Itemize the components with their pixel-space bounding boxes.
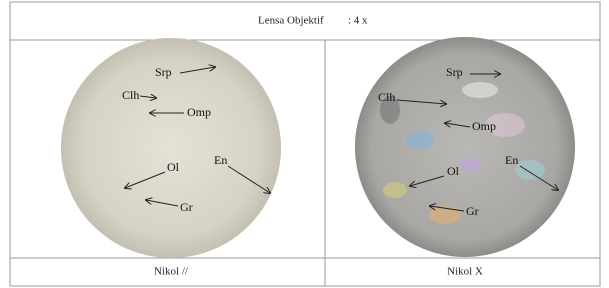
mineral-label: Gr [466,204,479,218]
mineral-label: Ol [447,164,460,178]
mineral-label: Srp [446,65,463,79]
figure-table: Lensa Objektif : 4 x Srp Clh Omp Ol En G… [0,0,609,288]
mineral-label: Gr [180,200,193,214]
caption: Nikol X [447,266,483,278]
mineral-label: Clh [378,90,395,104]
micrograph-xpl [355,37,575,257]
mineral-label: Ol [167,160,180,174]
mineral-label: Omp [187,105,211,119]
mineral-label: Omp [472,119,496,133]
mineral-label: Clh [122,88,139,102]
header-magnification: : 4 x [348,15,368,27]
caption: Nikol // [154,266,189,278]
mineral-label: Srp [155,65,172,79]
mineral-label: En [214,153,227,167]
mineral-label: En [505,153,518,167]
header-title: Lensa Objektif [258,15,324,27]
